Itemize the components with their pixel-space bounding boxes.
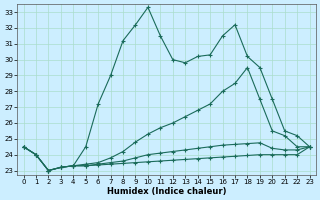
X-axis label: Humidex (Indice chaleur): Humidex (Indice chaleur): [107, 187, 226, 196]
